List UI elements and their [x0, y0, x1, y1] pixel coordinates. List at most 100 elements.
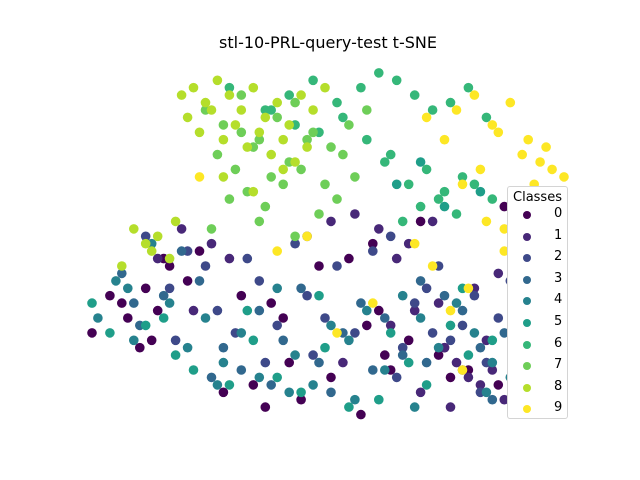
point-class-6 [385, 149, 396, 160]
point-class-2 [320, 313, 330, 323]
point-class-9 [457, 179, 468, 190]
point-class-3 [368, 365, 378, 375]
point-class-5 [421, 380, 432, 390]
point-class-0 [164, 261, 175, 271]
point-class-8 [117, 261, 127, 271]
point-class-7 [308, 127, 318, 138]
point-class-9 [421, 112, 432, 123]
point-class-0 [284, 357, 295, 368]
point-class-2 [332, 261, 342, 271]
point-class-4 [272, 283, 283, 294]
point-class-2 [457, 320, 468, 331]
legend-item-3: 3 [508, 270, 567, 292]
legend-marker [523, 383, 531, 392]
point-class-4 [469, 328, 480, 338]
point-class-2 [302, 290, 312, 301]
point-class-0 [260, 402, 271, 412]
point-class-1 [326, 216, 336, 227]
point-class-4 [451, 298, 462, 308]
point-class-9 [427, 261, 438, 271]
point-class-6 [332, 97, 342, 108]
point-class-2 [421, 283, 432, 294]
point-class-7 [344, 120, 354, 130]
legend-item-9: 9 [508, 399, 567, 421]
point-class-3 [278, 335, 289, 346]
legend-label: 2 [554, 249, 563, 265]
point-class-6 [451, 209, 462, 219]
point-class-2 [368, 246, 378, 256]
point-class-8 [296, 90, 306, 100]
point-class-5 [158, 313, 169, 323]
legend-marker [523, 297, 531, 306]
point-class-7 [272, 112, 283, 123]
point-class-5 [320, 342, 330, 353]
point-class-6 [457, 172, 468, 182]
point-class-5 [242, 305, 253, 316]
point-class-0 [368, 238, 378, 249]
point-class-1 [445, 402, 456, 412]
point-class-8 [194, 127, 205, 138]
point-class-4 [129, 335, 139, 346]
legend-marker [523, 211, 531, 219]
point-class-4 [350, 394, 360, 405]
point-class-0 [356, 409, 366, 420]
point-class-0 [362, 320, 372, 331]
point-class-4 [481, 387, 492, 398]
point-class-8 [218, 172, 229, 182]
point-class-7 [314, 209, 324, 219]
point-class-3 [218, 342, 229, 353]
point-class-7 [236, 90, 247, 100]
legend-marker [523, 405, 531, 414]
point-class-0 [415, 216, 426, 227]
point-class-9 [409, 238, 420, 249]
legend-label: 8 [554, 378, 563, 394]
point-class-6 [421, 164, 432, 175]
point-class-4 [397, 290, 408, 301]
point-class-7 [224, 194, 235, 204]
point-class-7 [290, 231, 300, 242]
point-class-3 [254, 305, 265, 316]
point-class-3 [499, 328, 510, 338]
legend-item-8: 8 [508, 378, 567, 400]
point-class-6 [374, 68, 384, 78]
point-class-8 [188, 82, 199, 93]
point-class-7 [332, 194, 342, 204]
point-class-3 [326, 387, 336, 398]
legend-marker [523, 318, 531, 327]
point-class-2 [427, 328, 438, 338]
point-class-1 [374, 224, 384, 234]
point-class-9 [499, 224, 510, 234]
point-class-4 [487, 357, 498, 368]
point-class-3 [397, 350, 408, 360]
point-class-9 [332, 328, 342, 338]
point-class-5 [296, 387, 306, 398]
legend-label: 0 [554, 206, 563, 221]
point-class-3 [380, 313, 390, 323]
point-class-5 [374, 394, 384, 405]
point-class-2 [254, 276, 265, 286]
point-class-9 [457, 365, 468, 375]
point-class-1 [409, 305, 420, 316]
point-class-5 [344, 402, 354, 412]
point-class-8 [290, 157, 300, 167]
point-class-6 [481, 112, 492, 123]
point-class-2 [469, 290, 480, 301]
point-class-6 [356, 82, 366, 93]
point-class-1 [487, 365, 498, 375]
point-class-4 [254, 372, 265, 383]
point-class-7 [362, 105, 372, 115]
point-class-3 [314, 357, 324, 368]
point-class-1 [224, 253, 235, 264]
point-class-6 [469, 179, 480, 190]
point-class-3 [421, 357, 432, 368]
legend-item-5: 5 [508, 313, 567, 335]
point-class-6 [284, 90, 295, 100]
point-class-0 [499, 201, 510, 212]
point-class-6 [380, 157, 390, 167]
point-class-8 [266, 149, 277, 160]
legend-entries: 0 1 2 3 4 5 6 7 8 9 [508, 205, 567, 421]
point-class-9 [439, 134, 450, 145]
point-class-8 [182, 112, 193, 123]
point-class-9 [475, 164, 486, 175]
